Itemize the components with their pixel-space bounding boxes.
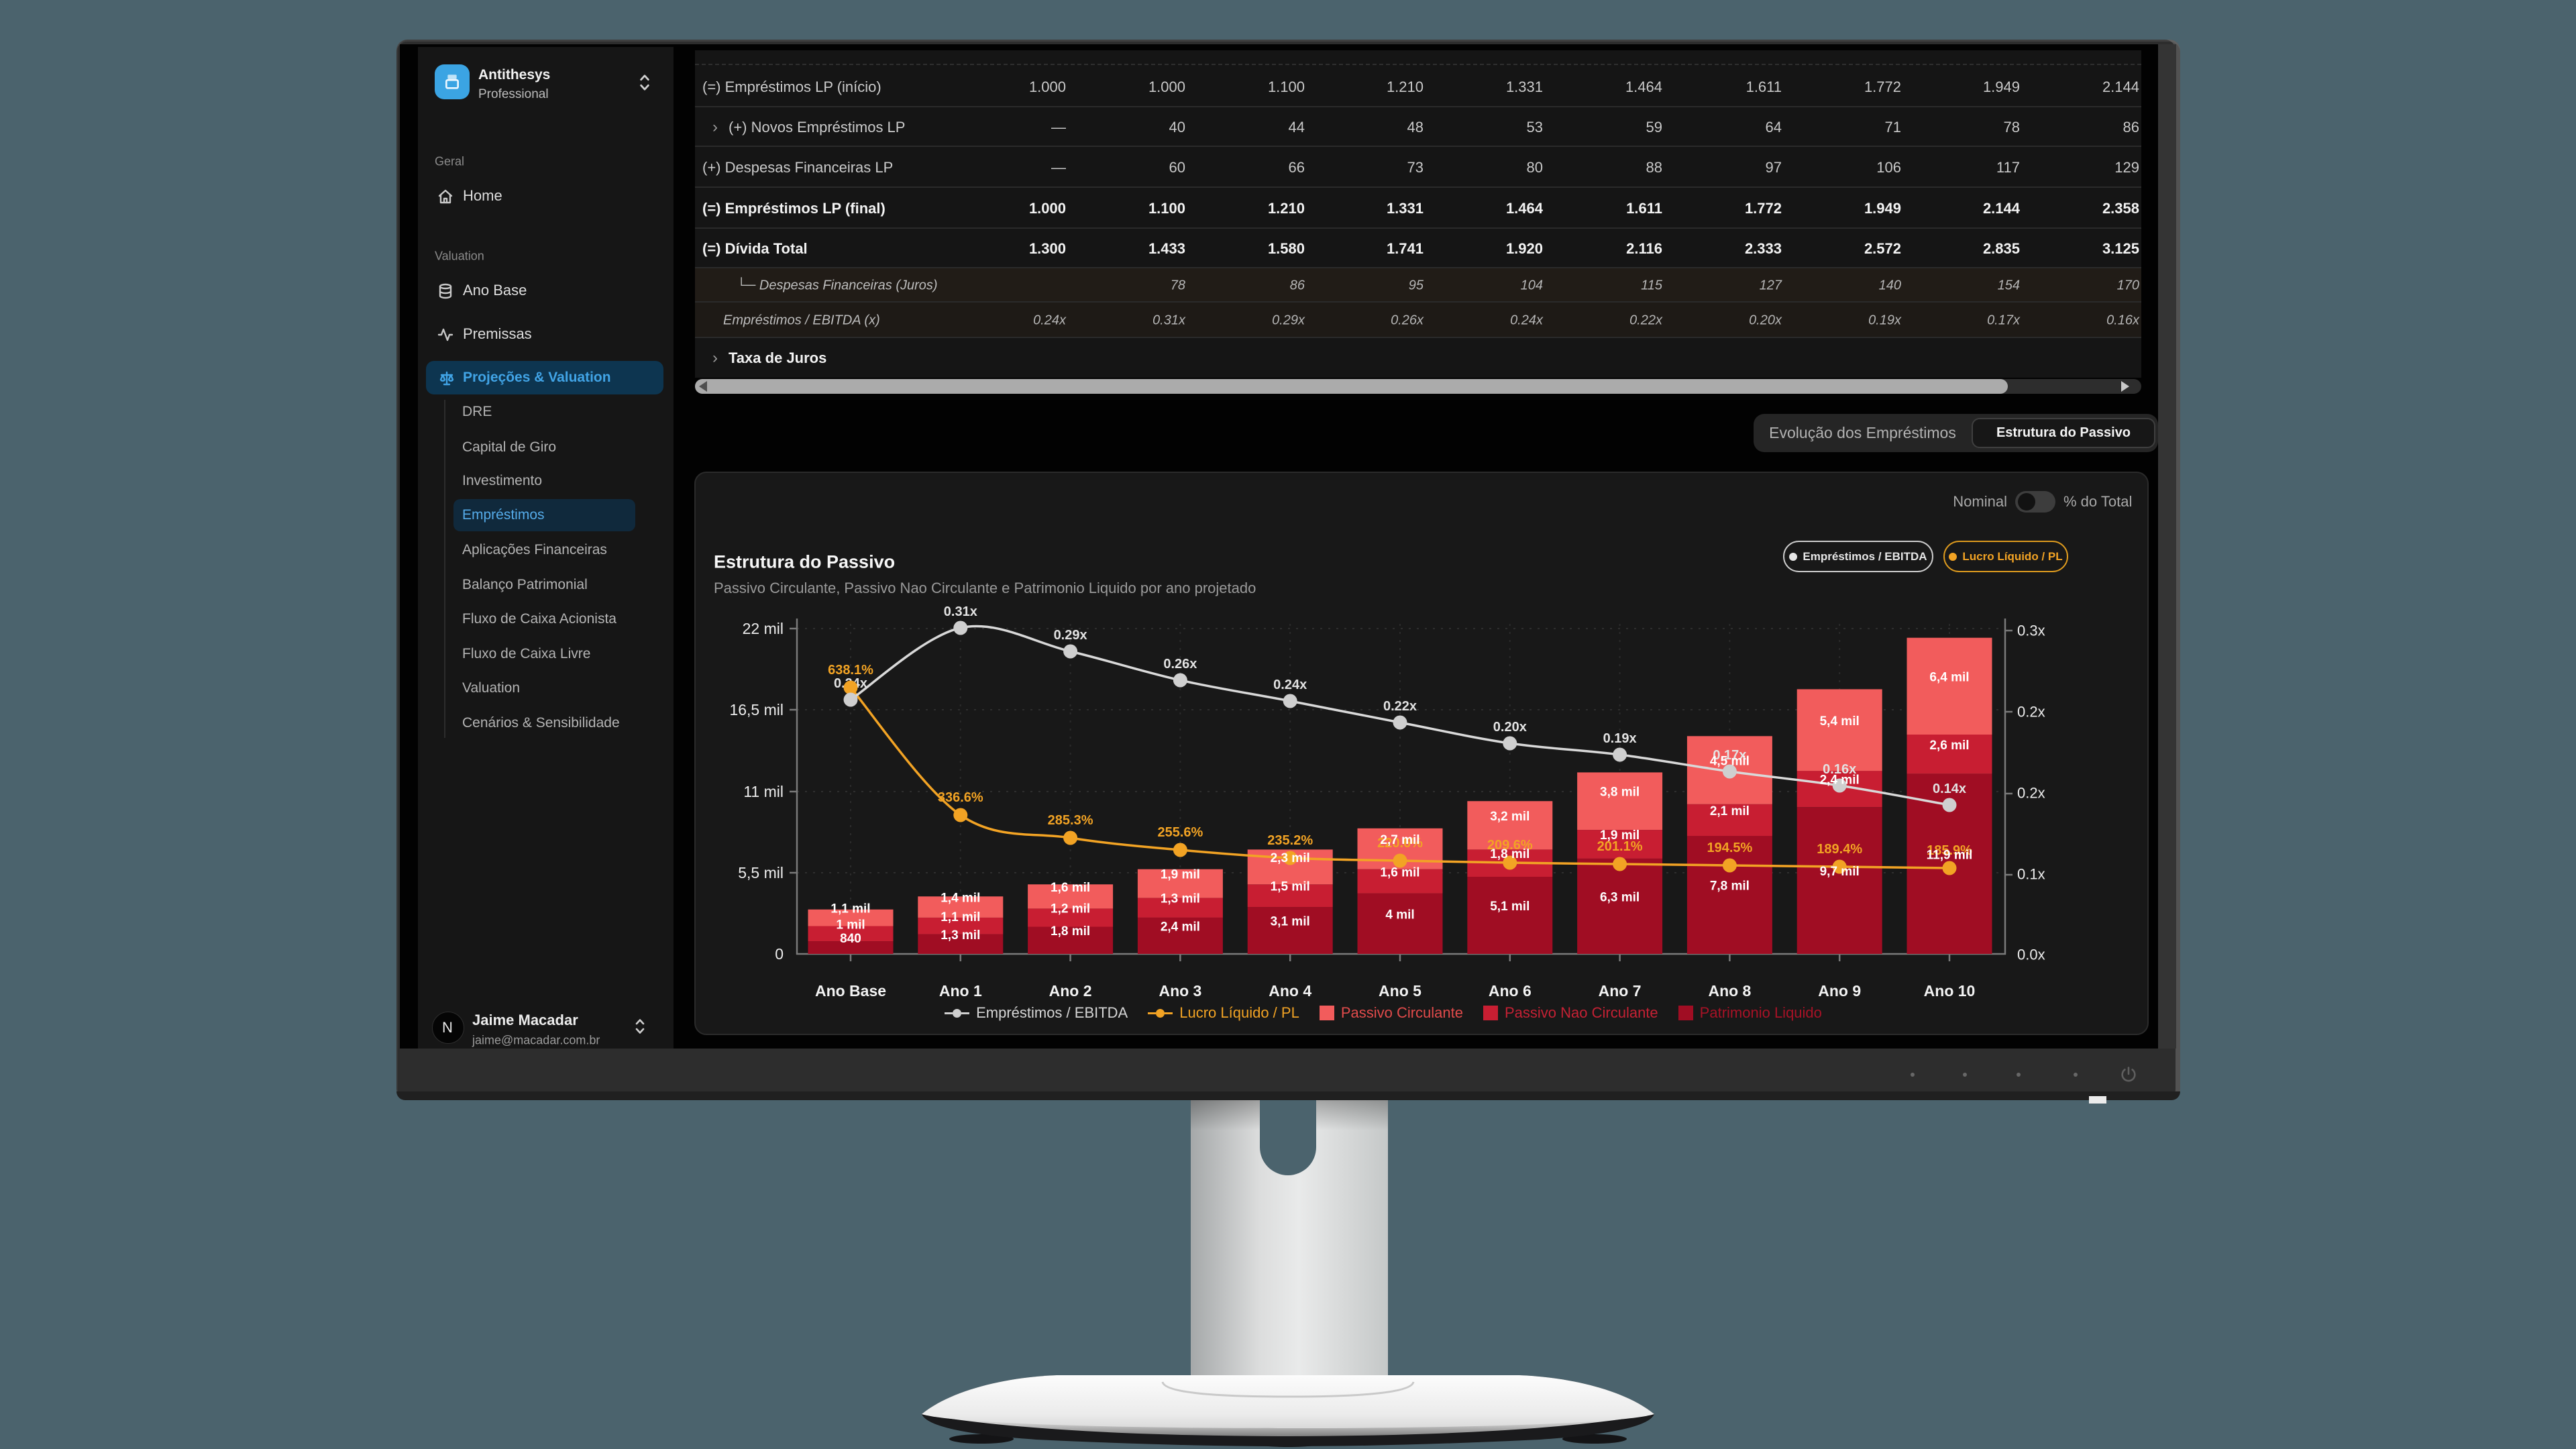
svg-text:9,7 mil: 9,7 mil — [1820, 865, 1860, 879]
svg-text:336.6%: 336.6% — [938, 790, 983, 805]
svg-text:3,2 mil: 3,2 mil — [1490, 810, 1529, 824]
svg-text:Ano Base: Ano Base — [815, 982, 886, 1000]
svg-text:3,1 mil: 3,1 mil — [1271, 915, 1310, 929]
svg-text:235.2%: 235.2% — [1267, 833, 1313, 848]
svg-text:11,9 mil: 11,9 mil — [1927, 848, 1973, 862]
svg-text:0.20x: 0.20x — [1493, 720, 1527, 735]
svg-text:1,6 mil: 1,6 mil — [1051, 881, 1090, 895]
svg-text:22 mil: 22 mil — [743, 620, 784, 637]
svg-text:0: 0 — [775, 945, 784, 963]
svg-text:1,2 mil: 1,2 mil — [1051, 902, 1090, 916]
svg-text:0.16x: 0.16x — [1823, 762, 1856, 777]
svg-text:Ano 8: Ano 8 — [1708, 982, 1751, 1000]
svg-text:1,3 mil: 1,3 mil — [1161, 892, 1200, 906]
svg-text:1 mil: 1 mil — [836, 918, 865, 932]
svg-text:11 mil: 11 mil — [743, 783, 784, 800]
svg-text:4 mil: 4 mil — [1385, 908, 1414, 922]
svg-text:Ano 1: Ano 1 — [939, 982, 982, 1000]
svg-text:185.9%: 185.9% — [1927, 843, 1972, 858]
svg-text:6,3 mil: 6,3 mil — [1600, 891, 1640, 905]
svg-text:5,1 mil: 5,1 mil — [1490, 900, 1529, 914]
svg-text:1,5 mil: 1,5 mil — [1271, 880, 1310, 894]
svg-text:255.6%: 255.6% — [1157, 825, 1203, 840]
svg-text:Ano 5: Ano 5 — [1379, 982, 1421, 1000]
svg-text:220.6%: 220.6% — [1377, 836, 1423, 851]
svg-text:194.5%: 194.5% — [1707, 841, 1752, 855]
svg-text:2,1 mil: 2,1 mil — [1710, 804, 1750, 818]
svg-text:1,3 mil: 1,3 mil — [941, 928, 980, 943]
svg-text:0.24x: 0.24x — [1273, 678, 1307, 692]
svg-text:5,4 mil: 5,4 mil — [1820, 714, 1860, 729]
svg-text:0.19x: 0.19x — [1603, 731, 1637, 746]
svg-text:1,9 mil: 1,9 mil — [1600, 828, 1640, 843]
svg-text:2,7 mil: 2,7 mil — [1380, 833, 1419, 847]
svg-text:Ano 7: Ano 7 — [1599, 982, 1642, 1000]
svg-text:0.26x: 0.26x — [1163, 657, 1197, 672]
svg-text:0.31x: 0.31x — [944, 604, 977, 619]
svg-text:189.4%: 189.4% — [1817, 842, 1862, 857]
svg-text:2,3 mil: 2,3 mil — [1271, 851, 1310, 865]
svg-text:840: 840 — [840, 932, 861, 946]
svg-text:3,8 mil: 3,8 mil — [1600, 786, 1640, 800]
svg-text:5,5 mil: 5,5 mil — [738, 864, 784, 881]
svg-text:0.3x: 0.3x — [2017, 623, 2045, 639]
svg-text:16,5 mil: 16,5 mil — [729, 701, 784, 718]
svg-text:1,4 mil: 1,4 mil — [941, 892, 980, 906]
svg-text:Ano 10: Ano 10 — [1924, 982, 1976, 1000]
svg-text:0.22x: 0.22x — [1383, 699, 1417, 714]
svg-text:0.14x: 0.14x — [1933, 782, 1966, 796]
svg-text:1,9 mil: 1,9 mil — [1161, 868, 1200, 882]
svg-text:1,1 mil: 1,1 mil — [941, 910, 980, 924]
svg-text:2,6 mil: 2,6 mil — [1929, 739, 1969, 753]
svg-text:4,5 mil: 4,5 mil — [1710, 755, 1750, 769]
svg-text:6,4 mil: 6,4 mil — [1929, 670, 1969, 684]
svg-text:0.0x: 0.0x — [2017, 947, 2045, 963]
svg-text:201.1%: 201.1% — [1597, 839, 1643, 854]
svg-text:Ano 9: Ano 9 — [1818, 982, 1861, 1000]
svg-text:Ano 3: Ano 3 — [1159, 982, 1201, 1000]
svg-text:Ano 2: Ano 2 — [1049, 982, 1092, 1000]
svg-text:Ano 6: Ano 6 — [1489, 982, 1532, 1000]
svg-text:0.29x: 0.29x — [1054, 628, 1087, 643]
svg-text:7,8 mil: 7,8 mil — [1710, 879, 1750, 894]
svg-text:2,4 mil: 2,4 mil — [1161, 920, 1200, 934]
svg-text:285.3%: 285.3% — [1048, 813, 1093, 828]
svg-text:0.17x: 0.17x — [1713, 748, 1746, 763]
svg-text:1,8 mil: 1,8 mil — [1490, 847, 1529, 861]
svg-text:2,4 mil: 2,4 mil — [1820, 773, 1860, 788]
svg-text:1,6 mil: 1,6 mil — [1380, 865, 1419, 879]
svg-text:638.1%: 638.1% — [828, 663, 873, 678]
svg-text:0.2x: 0.2x — [2017, 785, 2045, 802]
svg-text:Ano 4: Ano 4 — [1269, 982, 1311, 1000]
svg-text:209.6%: 209.6% — [1487, 838, 1533, 853]
svg-text:0.1x: 0.1x — [2017, 866, 2045, 883]
svg-text:1,8 mil: 1,8 mil — [1051, 924, 1090, 938]
svg-text:0.2x: 0.2x — [2017, 704, 2045, 720]
svg-text:1,1 mil: 1,1 mil — [830, 902, 870, 916]
